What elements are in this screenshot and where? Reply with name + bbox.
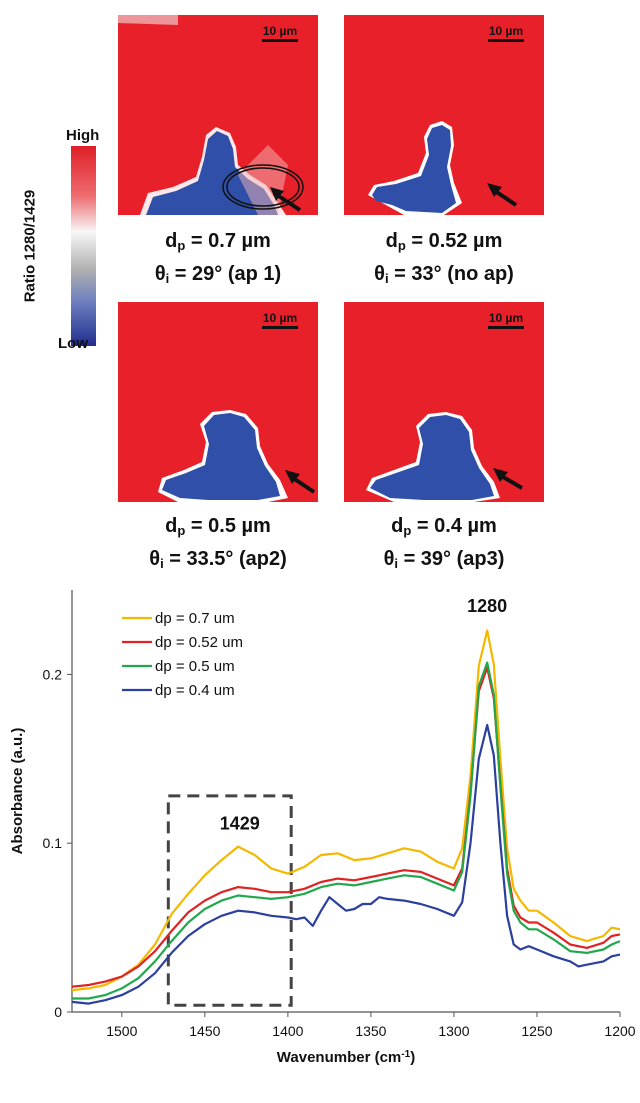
colorbar-title: Ratio 1280/1429: [21, 189, 39, 303]
x-tick-label: 1400: [272, 1023, 303, 1039]
scale-bar-4: 10 µm: [488, 312, 524, 329]
x-tick-label: 1200: [604, 1023, 635, 1039]
scale-bar-3: 10 µm: [262, 312, 298, 329]
caption-panel-1: dp = 0.7 µm θi = 29° (ap 1): [154, 230, 282, 286]
caption-panel-4: dp = 0.4 µm θi = 39° (ap3): [383, 515, 505, 571]
series-line-1: [71, 629, 621, 992]
annotation-1280: 1280: [467, 596, 507, 616]
y-tick-label: 0.1: [43, 835, 63, 851]
caption-panel-2: dp = 0.52 µm θi = 33° (no ap): [374, 230, 514, 286]
annotation-1429: 1429: [220, 814, 260, 834]
series-line-2: [71, 666, 621, 988]
x-tick-label: 1350: [355, 1023, 386, 1039]
colorbar-low-label: Low: [58, 335, 88, 352]
x-tick-label: 1450: [189, 1023, 220, 1039]
series-line-3: [72, 661, 621, 1000]
absorbance-spectrum-chart: 0 0.1 0.2 1500 1450 1400 1350 1300 1250 1200 Waven…: [9, 590, 636, 1067]
colorbar-high-label: High: [66, 127, 100, 144]
series-line-4: [71, 723, 621, 1005]
scale-bar-label-4: 10 µm: [488, 311, 524, 325]
legend-label-4: dp = 0.4 um: [155, 682, 235, 699]
map-panel-4: 10 µm: [344, 302, 544, 502]
map-panel-2: 10 µm: [344, 15, 544, 215]
caption-panel-3: dp = 0.5 µm θi = 33.5° (ap2): [149, 515, 287, 571]
scale-bar-1: 10 µm: [262, 25, 298, 42]
map-panel-1: 10 µm: [118, 15, 318, 215]
x-tick-label: 1250: [521, 1023, 552, 1039]
y-axis-label: Absorbance (a.u.): [9, 728, 26, 855]
colorbar: [71, 146, 96, 346]
legend-label-3: dp = 0.5 um: [155, 658, 235, 675]
x-tick-label: 1300: [438, 1023, 469, 1039]
scale-bar-2: 10 µm: [488, 25, 524, 42]
scale-bar-label-2: 10 µm: [488, 24, 524, 38]
scale-bar-label-3: 10 µm: [262, 311, 298, 325]
y-tick-label: 0: [54, 1004, 62, 1020]
map-panel-3: 10 µm: [118, 302, 318, 502]
highlight-box-1429: [166, 794, 293, 1007]
x-axis-label: Wavenumber (cm-1): [277, 1049, 415, 1067]
x-tick-label: 1500: [106, 1023, 137, 1039]
y-tick-label: 0.2: [43, 666, 63, 682]
legend-label-2: dp = 0.52 um: [155, 634, 243, 651]
legend-label-1: dp = 0.7 um: [155, 610, 235, 627]
scale-bar-label-1: 10 µm: [262, 24, 298, 38]
